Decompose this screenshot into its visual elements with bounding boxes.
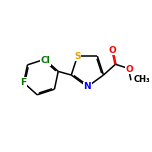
Text: Cl: Cl <box>40 56 50 65</box>
Text: S: S <box>74 52 81 61</box>
Text: O: O <box>125 65 133 74</box>
Text: N: N <box>84 82 91 91</box>
Text: F: F <box>20 78 26 87</box>
Text: CH₃: CH₃ <box>133 75 150 84</box>
Text: O: O <box>109 46 116 55</box>
